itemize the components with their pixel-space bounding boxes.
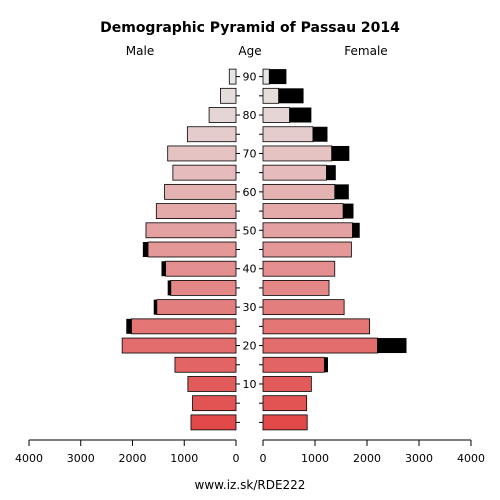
male-excess-bar — [142, 242, 149, 257]
male-bar — [187, 376, 237, 392]
age-tick-label: 30 — [243, 301, 257, 314]
male-excess-bar — [167, 280, 171, 296]
age-tick-label: 10 — [243, 378, 257, 391]
female-bar — [262, 126, 314, 143]
age-tick-label: 40 — [243, 263, 257, 276]
female-bar — [262, 280, 330, 296]
male-x-tick-label: 4000 — [15, 452, 43, 465]
female-excess-bar — [278, 88, 304, 104]
female-bar — [262, 68, 270, 85]
male-bar — [170, 280, 237, 296]
female-bar — [262, 260, 336, 277]
female-excess-bar — [331, 145, 350, 161]
female-bar — [262, 299, 345, 316]
male-excess-bar — [161, 261, 166, 277]
female-x-tick-label: 1000 — [301, 452, 329, 465]
male-bar — [145, 222, 237, 239]
female-bar — [262, 414, 308, 431]
female-bar — [262, 183, 336, 200]
female-bar — [262, 87, 280, 104]
male-x-tick-label: 1000 — [170, 452, 198, 465]
male-bar — [228, 68, 237, 85]
male-bar — [220, 87, 237, 104]
female-label: Female — [344, 44, 387, 58]
female-excess-bar — [352, 222, 360, 238]
female-bar — [262, 356, 325, 373]
female-excess-bar — [324, 357, 328, 373]
age-tick-label: 70 — [243, 147, 257, 160]
age-label: Age — [238, 44, 261, 58]
female-excess-bar — [312, 126, 328, 142]
male-x-tick-label: 3000 — [67, 452, 95, 465]
female-bar — [262, 337, 378, 354]
female-bar — [262, 376, 312, 392]
female-excess-bar — [326, 165, 336, 181]
male-bar — [121, 337, 237, 354]
age-tick-label: 60 — [243, 186, 257, 199]
female-x-tick-label: 3000 — [405, 452, 433, 465]
female-x-tick-label: 0 — [260, 452, 267, 465]
footer-source: www.iz.sk/RDE222 — [195, 478, 306, 492]
bars — [121, 68, 407, 431]
male-bar — [164, 183, 237, 200]
axes: 10 20 30 40 50 60 70 80 90 4000 3000 2000 1000 0 0 1000… — [15, 71, 485, 465]
chart-title: Demographic Pyramid of Passau 2014 — [100, 20, 400, 36]
male-bar — [156, 299, 237, 316]
female-x-tick-label: 2000 — [353, 452, 381, 465]
female-excess-bar — [289, 107, 312, 123]
female-bar — [262, 107, 290, 123]
male-x-tick-label: 0 — [233, 452, 240, 465]
male-bar — [208, 107, 237, 123]
male-excess-bar — [126, 318, 132, 334]
age-tick-label: 20 — [243, 340, 257, 353]
male-bar — [165, 260, 237, 277]
female-bar — [262, 318, 370, 335]
female-excess-bar — [343, 203, 354, 219]
female-bar — [262, 395, 308, 412]
female-x-tick-label: 4000 — [457, 452, 485, 465]
female-bar — [262, 241, 352, 258]
age-tick-label: 50 — [243, 224, 257, 237]
male-bar — [186, 126, 237, 143]
male-bar — [131, 318, 237, 335]
male-label: Male — [126, 44, 154, 58]
female-excess-bar — [269, 69, 287, 85]
female-bar — [262, 164, 327, 181]
female-bar — [262, 222, 353, 239]
male-bar — [167, 145, 237, 162]
male-bar — [147, 241, 237, 258]
female-bar — [262, 145, 333, 162]
female-bar — [262, 203, 344, 219]
age-tick-label: 80 — [243, 109, 257, 122]
male-bar — [172, 164, 237, 181]
female-excess-bar — [377, 338, 407, 354]
male-bar — [192, 395, 237, 412]
male-bar — [174, 356, 237, 373]
male-excess-bar — [153, 299, 157, 315]
male-bar — [155, 203, 237, 219]
male-x-tick-label: 2000 — [119, 452, 147, 465]
male-bar — [190, 414, 237, 431]
female-excess-bar — [334, 184, 349, 200]
age-tick-label: 90 — [243, 71, 257, 84]
